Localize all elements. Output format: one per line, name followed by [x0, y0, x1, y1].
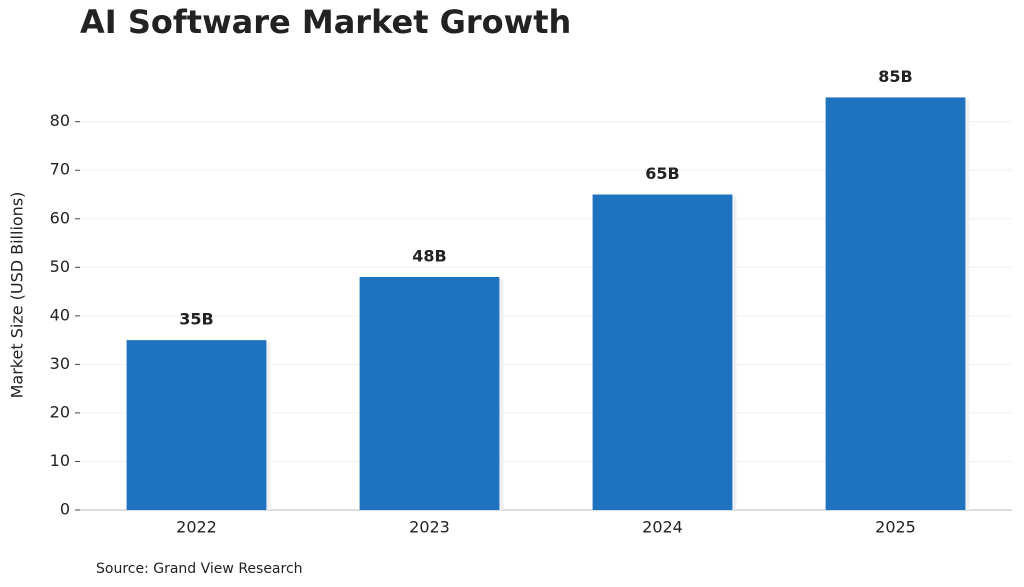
y-tick-label: 30	[50, 354, 70, 373]
y-tick-label: 50	[50, 257, 70, 276]
y-tick-label: 60	[50, 208, 70, 227]
x-tick-label: 2025	[875, 518, 916, 537]
value-label: 48B	[412, 247, 446, 266]
y-tick-label: 70	[50, 160, 70, 179]
y-tick-label: 40	[50, 305, 70, 324]
y-tick-label: 0	[60, 500, 70, 519]
chart-title: AI Software Market Growth	[80, 3, 571, 41]
y-tick-label: 80	[50, 111, 70, 130]
x-tick-label: 2024	[642, 518, 683, 537]
x-tick-label: 2022	[176, 518, 217, 537]
x-tick-label: 2023	[409, 518, 450, 537]
y-tick-label: 10	[50, 451, 70, 470]
bar	[126, 340, 267, 510]
source-note: Source: Grand View Research	[96, 561, 303, 577]
bar	[359, 277, 500, 510]
bar	[592, 194, 733, 510]
value-label: 85B	[878, 67, 912, 86]
value-label: 65B	[645, 164, 679, 183]
y-tick-label: 20	[50, 402, 70, 421]
value-label: 35B	[179, 310, 213, 329]
y-axis-label: Market Size (USD Billions)	[8, 192, 27, 399]
bar	[825, 97, 966, 510]
